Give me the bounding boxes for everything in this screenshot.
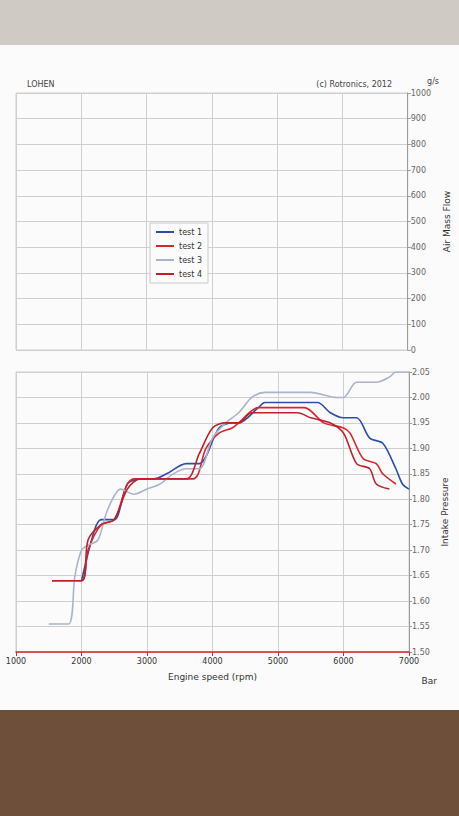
svg-text:500: 500 <box>411 217 426 226</box>
svg-text:4000: 4000 <box>202 657 222 666</box>
svg-text:(c) Rotronics, 2012: (c) Rotronics, 2012 <box>316 80 392 89</box>
svg-text:700: 700 <box>411 166 426 175</box>
svg-text:600: 600 <box>411 191 426 200</box>
svg-text:800: 800 <box>411 140 426 149</box>
svg-text:200: 200 <box>411 294 426 303</box>
svg-text:7000: 7000 <box>399 657 419 666</box>
svg-text:2.00: 2.00 <box>412 393 430 402</box>
svg-text:1.85: 1.85 <box>412 469 430 478</box>
svg-text:Bar: Bar <box>422 676 438 686</box>
svg-text:Air Mass Flow: Air Mass Flow <box>442 191 452 252</box>
svg-text:LOHEN: LOHEN <box>27 80 55 89</box>
svg-text:g/s: g/s <box>427 77 439 86</box>
svg-text:300: 300 <box>411 268 426 277</box>
svg-text:1000: 1000 <box>411 89 431 98</box>
svg-text:1.55: 1.55 <box>412 622 430 631</box>
svg-text:100: 100 <box>411 320 426 329</box>
svg-text:1.95: 1.95 <box>412 418 430 427</box>
svg-text:test 1: test 1 <box>179 228 202 237</box>
svg-text:2000: 2000 <box>71 657 91 666</box>
svg-text:900: 900 <box>411 114 426 123</box>
svg-text:6000: 6000 <box>333 657 353 666</box>
svg-text:3000: 3000 <box>137 657 157 666</box>
svg-text:1.60: 1.60 <box>412 597 430 606</box>
svg-text:test 3: test 3 <box>179 256 202 265</box>
svg-text:Intake Pressure: Intake Pressure <box>440 477 450 547</box>
svg-text:Engine speed (rpm): Engine speed (rpm) <box>168 672 257 682</box>
svg-text:2.05: 2.05 <box>412 368 430 377</box>
svg-text:5000: 5000 <box>268 657 288 666</box>
svg-text:1.65: 1.65 <box>412 571 430 580</box>
svg-text:test 4: test 4 <box>179 270 202 279</box>
svg-text:test 2: test 2 <box>179 242 202 251</box>
svg-text:1.70: 1.70 <box>412 546 430 555</box>
svg-text:0: 0 <box>411 346 416 355</box>
svg-text:400: 400 <box>411 243 426 252</box>
svg-text:1.75: 1.75 <box>412 520 430 529</box>
svg-text:1.50: 1.50 <box>412 648 430 657</box>
svg-text:1000: 1000 <box>6 657 26 666</box>
svg-text:1.90: 1.90 <box>412 444 430 453</box>
svg-text:1.80: 1.80 <box>412 495 430 504</box>
